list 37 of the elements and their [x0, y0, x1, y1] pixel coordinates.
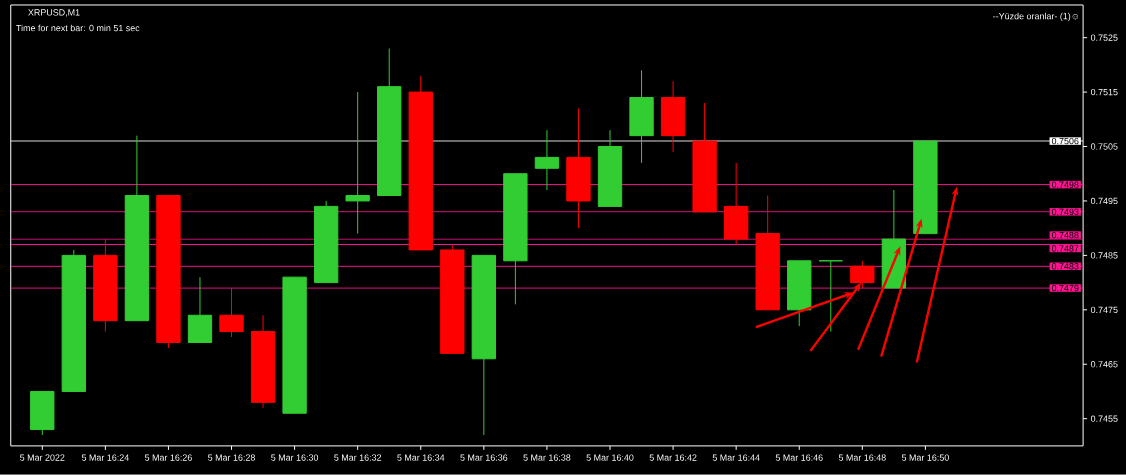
y-tick-label: 0.7515 — [1090, 88, 1118, 96]
ref-line-label: 0.7488 — [1051, 231, 1079, 239]
x-tick-label: 5 Mar 16:46 — [775, 454, 823, 461]
ref-line-label: 0.7479 — [1051, 284, 1079, 292]
candlestick — [219, 287, 244, 338]
ref-line-label: 0.7487 — [1051, 245, 1079, 252]
annotation: --Yüzde oranlar- (1)☺ — [993, 12, 1078, 22]
y-tick-label: 0.7495 — [1090, 197, 1118, 205]
y-tick-label: 0.7465 — [1090, 361, 1118, 368]
x-tick-label: 5 Mar 16:34 — [397, 454, 445, 461]
candlestick — [818, 260, 843, 333]
x-tick-label: 5 Mar 16:26 — [144, 454, 192, 461]
x-tick-label: 5 Mar 16:28 — [208, 454, 255, 461]
candlestick — [534, 129, 560, 191]
text: Time for next bar: 0 min 51 sec — [16, 24, 140, 32]
x-tick-label: 5 Mar 16:44 — [712, 454, 760, 461]
ref-line-label: 0.7498 — [1051, 181, 1079, 188]
y-tick-label: 0.7455 — [1090, 415, 1118, 422]
y-tick-label: 0.7475 — [1090, 306, 1118, 314]
x-tick-label: 5 Mar 16:38 — [523, 454, 571, 461]
x-tick-label: 5 Mar 2022 — [20, 454, 65, 461]
y-tick-label: 0.7505 — [1090, 143, 1118, 150]
x-tick-label: 5 Mar 16:40 — [586, 454, 634, 461]
candlestick — [345, 91, 370, 235]
ref-line-label: 0.7483 — [1051, 263, 1079, 270]
ref-line-label: 0.7493 — [1051, 208, 1079, 216]
x-tick-label: 5 Mar 16:50 — [901, 454, 949, 461]
x-tick-label: 5 Mar 16:48 — [838, 454, 886, 461]
y-tick-label: 0.7525 — [1090, 34, 1118, 41]
ref-line-label: 0.7506 — [1051, 137, 1079, 145]
x-tick-label: 5 Mar 16:36 — [460, 454, 508, 461]
x-tick-label: 5 Mar 16:32 — [334, 454, 382, 461]
y-tick-label: 0.7485 — [1090, 252, 1118, 259]
chart-title: XRPUSD,M1 — [28, 9, 80, 17]
x-tick-label: 5 Mar 16:24 — [81, 454, 129, 461]
x-tick-label: 5 Mar 16:30 — [271, 454, 319, 461]
x-tick-label: 5 Mar 16:42 — [649, 454, 697, 461]
